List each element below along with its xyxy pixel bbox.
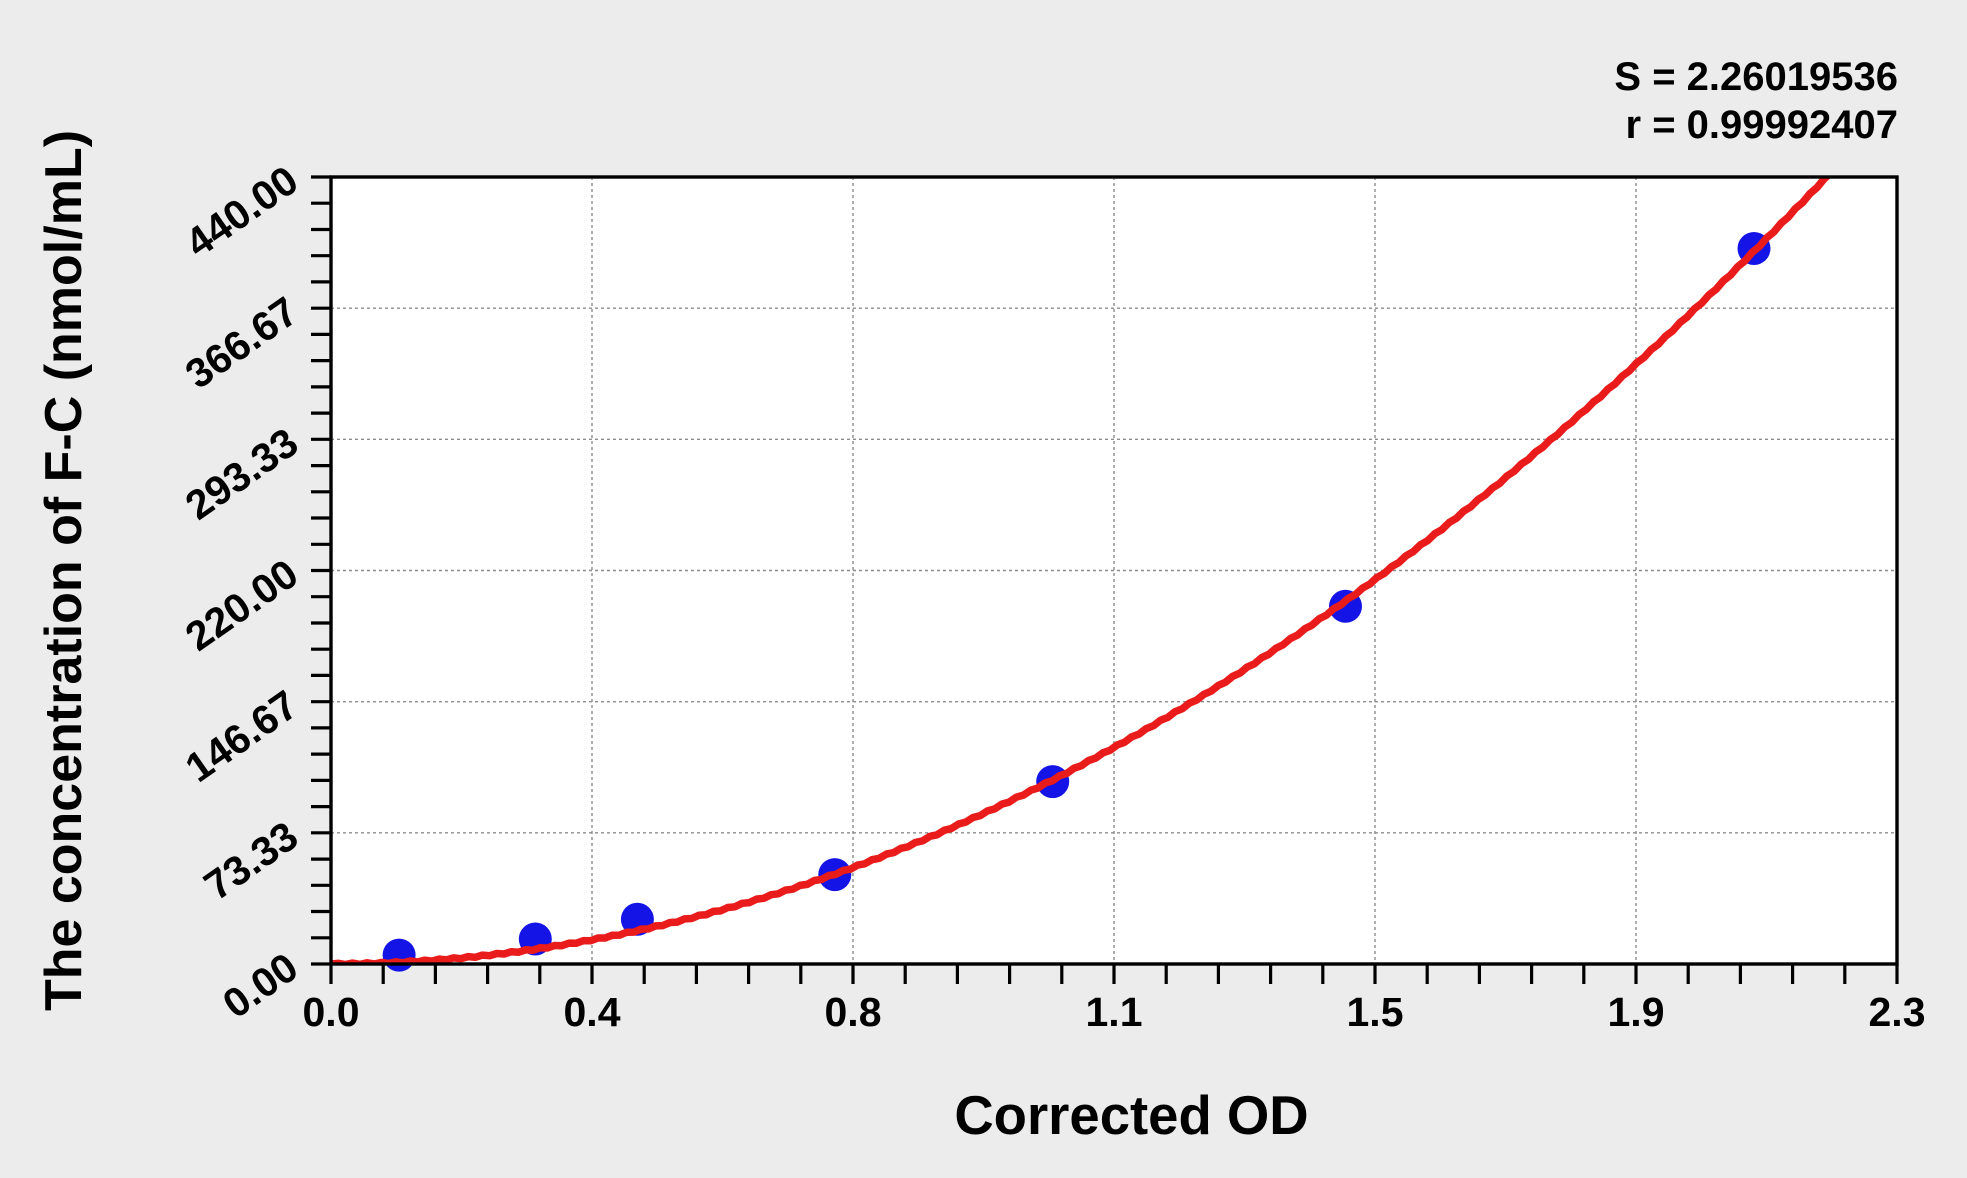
svg-text:0.8: 0.8: [825, 989, 882, 1035]
svg-text:1.5: 1.5: [1347, 989, 1404, 1035]
svg-text:1.1: 1.1: [1086, 989, 1143, 1035]
svg-text:The concentration of F-C (nmol: The concentration of F-C (nmol/mL): [35, 130, 93, 1011]
svg-text:S = 2.26019536: S = 2.26019536: [1614, 55, 1898, 99]
svg-text:Corrected OD: Corrected OD: [954, 1085, 1308, 1146]
svg-text:0.4: 0.4: [564, 989, 621, 1035]
svg-text:1.9: 1.9: [1608, 989, 1665, 1035]
svg-text:2.3: 2.3: [1869, 989, 1926, 1035]
svg-text:0.0: 0.0: [303, 989, 360, 1035]
svg-text:r = 0.99992407: r = 0.99992407: [1626, 103, 1898, 147]
